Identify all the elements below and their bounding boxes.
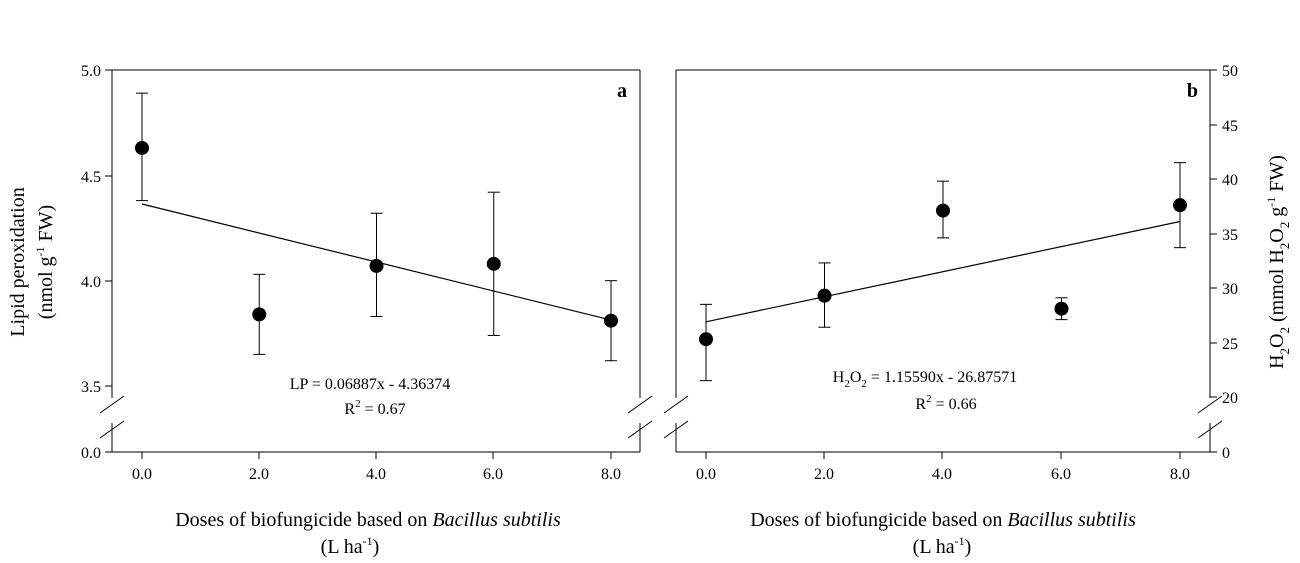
panel-b-eq-h: H — [833, 369, 845, 386]
panel-b-ylab-fw: FW) — [1266, 155, 1288, 197]
panel-a-x-unit-suffix: ) — [373, 536, 380, 558]
panel-a-x-title-text: Doses of biofungicide based on — [175, 509, 432, 531]
panel-b-x-tick-label: 6.0 — [1051, 466, 1071, 483]
panel-b-r-squared-value: = 0.66 — [932, 396, 977, 413]
panel-b-x-unit-base: (L ha — [913, 536, 955, 558]
panel-b-eq-rest: = 1.15590x - 26.87571 — [867, 369, 1017, 386]
panel-b-eq-subscript: 2 — [844, 378, 850, 390]
panel-b-x-axis-title: Doses of biofungicide based on Bacillus … — [750, 509, 1136, 531]
panel-b-data-point — [936, 203, 950, 218]
panel-b-x-title-italic: Bacillus subtilis — [1007, 509, 1136, 531]
panel-b-ylab-subscript: 2 — [1277, 243, 1292, 250]
panel-a-y-tick-label: 5.0 — [81, 63, 101, 80]
panel-a-y-tick-label: 4.0 — [81, 274, 101, 291]
panel-a-y-tick-label: 3.5 — [81, 379, 101, 396]
panel-b-x-title-text: Doses of biofungicide based on — [750, 509, 1007, 531]
panel-b-ylab-subscript: 2 — [1277, 222, 1292, 229]
panel-a-x-tick-label: 2.0 — [249, 466, 269, 483]
panel-a-y-tick-label: 4.5 — [81, 169, 101, 186]
panel-b-ylab-superscript: -1 — [1264, 197, 1278, 207]
panel-b-eq-o: O — [850, 369, 862, 386]
panel-a-r-squared: R2 = 0.67 — [344, 398, 405, 418]
panel-a-regression-equation: LP = 0.06887x - 4.36374 — [290, 376, 450, 393]
panel-b-x-unit-superscript: -1 — [955, 534, 965, 548]
panel-b-ylab-subscript: 2 — [1277, 327, 1292, 334]
panel-b-data-marks — [699, 162, 1187, 382]
panel-a-y-unit-base: (nmol g — [35, 256, 57, 319]
panel-b-x-tick-label: 0.0 — [696, 466, 716, 483]
panel-b-x-unit-suffix: ) — [965, 536, 972, 558]
panel-a-y-unit-superscript: -1 — [33, 246, 47, 256]
panel-a-x-title-italic: Bacillus subtilis — [432, 509, 561, 531]
panel-b-r-squared-base: R — [915, 396, 926, 413]
panel-a-y-axis-title: Lipid peroxidation (nmol g-1 FW) — [7, 187, 57, 336]
panel-a-chart: 5.0 4.5 4.0 3.5 0.0 0.0 2.0 4.0 6.0 8.0 … — [7, 63, 653, 558]
panel-a-x-tick-label: 8.0 — [601, 466, 621, 483]
panel-a-x-tick-label: 4.0 — [366, 466, 386, 483]
panel-b-data-point — [699, 332, 713, 347]
panel-a-data-point — [135, 140, 149, 155]
panel-a-data-point — [604, 313, 618, 328]
panel-b-r-squared-superscript: 2 — [926, 393, 932, 405]
panel-a-y-axis-title-line2: (nmol g-1 FW) — [33, 205, 57, 319]
panel-b-right-break-mark-lower — [1197, 420, 1223, 439]
panel-a-right-break-mark-lower — [627, 420, 653, 439]
panel-a-x-unit-superscript: -1 — [363, 534, 373, 548]
panel-a-letter: a — [617, 80, 627, 102]
panel-b-y-axis-title: H2O2 (mmol H2O2 g-1 FW) — [1264, 155, 1292, 369]
panel-b-y-tick-label: 25 — [1222, 336, 1238, 353]
panel-b-y-tick-label: 20 — [1222, 390, 1238, 407]
panel-b-x-tick-label: 2.0 — [814, 466, 834, 483]
panel-a-data-point — [252, 307, 267, 322]
panel-a-x-tick-label: 0.0 — [132, 466, 152, 483]
panel-b-regression-equation: H2O2 = 1.15590x - 26.87571 — [833, 369, 1017, 390]
panel-a-y-unit-suffix: FW) — [35, 205, 57, 247]
panel-a-y-tick-label: 0.0 — [81, 445, 101, 462]
panel-b-eq-subscript: 2 — [861, 378, 867, 390]
panel-b-x-tick-label: 4.0 — [932, 466, 952, 483]
panel-b-ylab-o2: O — [1266, 228, 1288, 242]
panel-b-right-break-mark-upper — [1197, 395, 1223, 414]
panel-a-data-point — [486, 256, 501, 271]
panel-b-r-squared: R2 = 0.66 — [915, 393, 976, 413]
panel-b-data-point — [1054, 301, 1069, 316]
panel-b-y-tick-label: 50 — [1222, 63, 1238, 80]
panel-a-x-unit-base: (L ha — [321, 536, 363, 558]
panel-b-ylab-subscript: 2 — [1277, 348, 1292, 355]
panel-b-left-break-mark-upper — [663, 395, 689, 414]
panel-a-left-break-mark-upper — [99, 395, 125, 414]
panel-a-right-break-mark-upper — [627, 395, 653, 414]
panel-b-data-point — [1173, 198, 1187, 213]
panel-a-r-squared-value: = 0.67 — [361, 401, 406, 418]
panel-b-x-tick-label: 8.0 — [1170, 466, 1190, 483]
panel-b-left-break-mark-lower — [663, 420, 689, 439]
panel-b-ylab-g: g — [1266, 207, 1288, 222]
panel-b-letter: b — [1187, 80, 1198, 102]
panel-a-x-axis-title: Doses of biofungicide based on Bacillus … — [175, 509, 561, 531]
panel-a-y-axis-title-line1: Lipid peroxidation — [7, 187, 29, 336]
panel-b-y-tick-label: 30 — [1222, 281, 1238, 298]
panel-b-y-tick-label: 40 — [1222, 172, 1238, 189]
panel-b-y-axis-title-text: H2O2 (mmol H2O2 g-1 FW) — [1264, 155, 1292, 369]
panel-b-y-tick-label: 35 — [1222, 227, 1238, 244]
panel-b-y-tick-label: 45 — [1222, 118, 1238, 135]
panel-a-data-point — [369, 258, 384, 273]
panel-b-chart: 50 45 40 35 30 25 20 0 0.0 2.0 4.0 6.0 8… — [663, 63, 1292, 558]
panel-a-left-break-mark-lower — [99, 420, 125, 439]
panel-a-x-axis-unit: (L ha-1) — [321, 534, 380, 558]
panel-b-ylab-h: H — [1266, 354, 1288, 368]
panel-b-regression-line — [705, 220, 1181, 323]
panel-a-r-squared-base: R — [344, 401, 355, 418]
panel-b-ylab-unit: (mmol H — [1266, 249, 1288, 327]
panel-a-r-squared-superscript: 2 — [355, 398, 361, 410]
panel-b-data-point — [817, 288, 832, 303]
panel-b-ylab-o: O — [1266, 334, 1288, 348]
panel-a-x-tick-label: 6.0 — [483, 466, 503, 483]
panel-a-data-marks — [135, 92, 618, 362]
panel-b-y-tick-label: 0 — [1222, 445, 1230, 462]
panel-b-x-axis-unit: (L ha-1) — [913, 534, 972, 558]
